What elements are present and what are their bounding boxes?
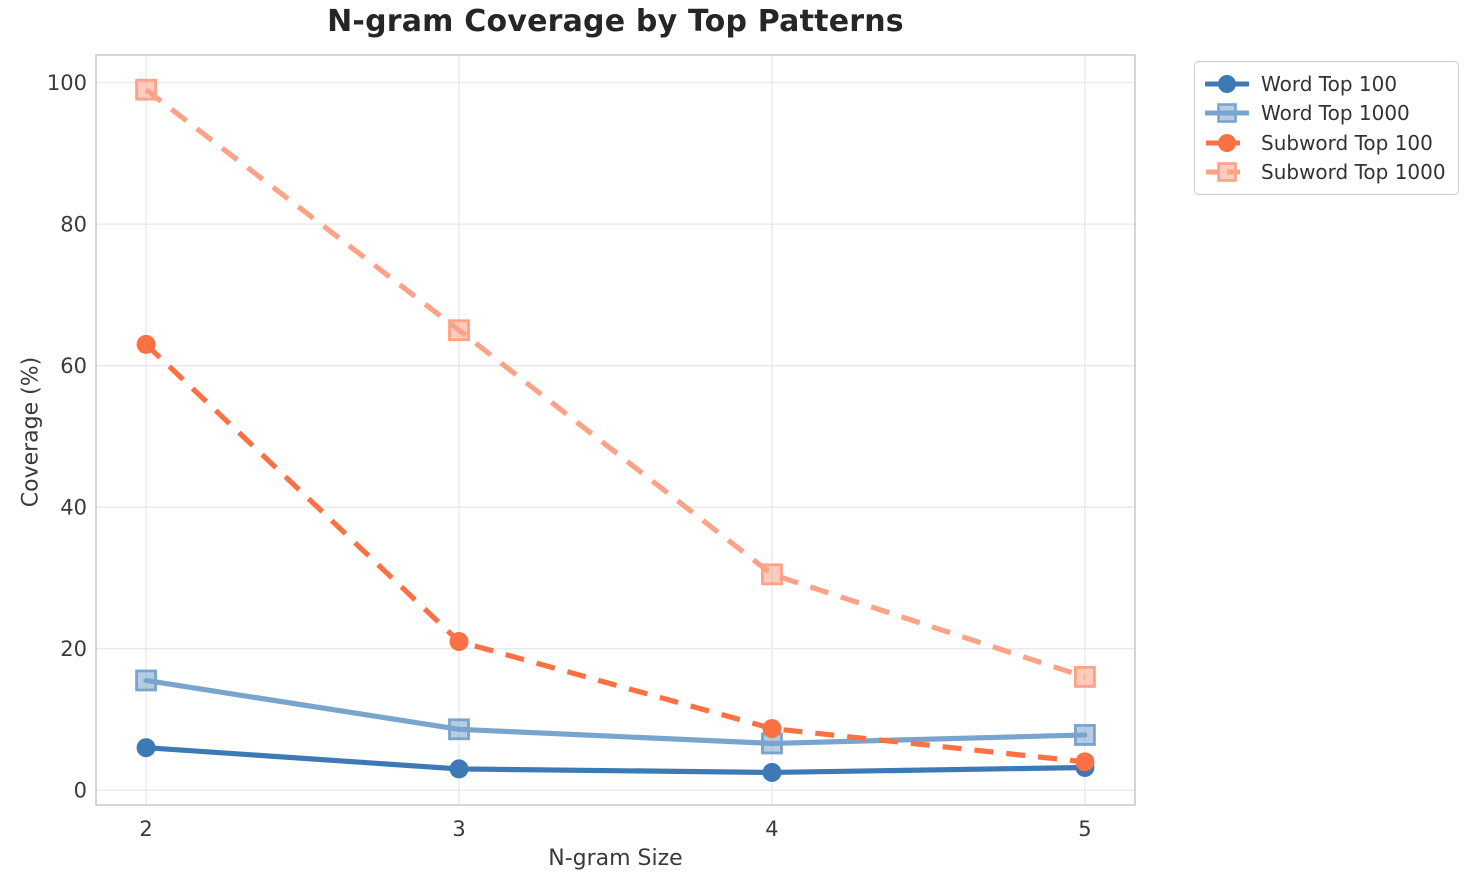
legend-item-label: Subword Top 1000 xyxy=(1261,160,1446,185)
legend-item: Subword Top 1000 xyxy=(1205,158,1446,188)
svg-text:0: 0 xyxy=(74,779,87,803)
legend-item-label: Word Top 100 xyxy=(1261,71,1398,96)
legend-sample-marker xyxy=(1206,162,1248,183)
svg-text:4: 4 xyxy=(765,817,778,841)
svg-text:3: 3 xyxy=(452,817,465,841)
svg-text:20: 20 xyxy=(60,637,87,661)
x-axis-label: N-gram Size xyxy=(548,846,683,871)
legend-sample-marker xyxy=(1205,74,1249,93)
legend-sample-marker xyxy=(1206,133,1248,152)
y-axis-label: Coverage (%) xyxy=(18,356,44,508)
legend: Word Top 100 Word Top 1000 Subword Top 1… xyxy=(1194,61,1459,195)
legend-item: Word Top 100 xyxy=(1205,69,1446,99)
legend-item-label: Word Top 1000 xyxy=(1261,101,1410,126)
svg-text:2: 2 xyxy=(139,817,152,841)
legend-item-label: Subword Top 100 xyxy=(1261,130,1433,155)
svg-text:5: 5 xyxy=(1078,817,1091,841)
legend-item: Subword Top 100 xyxy=(1205,128,1446,158)
legend-sample-marker xyxy=(1205,103,1249,124)
svg-text:40: 40 xyxy=(60,496,87,520)
chart-title: N-gram Coverage by Top Patterns xyxy=(327,4,904,39)
legend-item: Word Top 1000 xyxy=(1205,99,1446,129)
svg-text:80: 80 xyxy=(60,213,87,237)
svg-text:60: 60 xyxy=(60,354,87,378)
svg-text:100: 100 xyxy=(47,71,87,95)
